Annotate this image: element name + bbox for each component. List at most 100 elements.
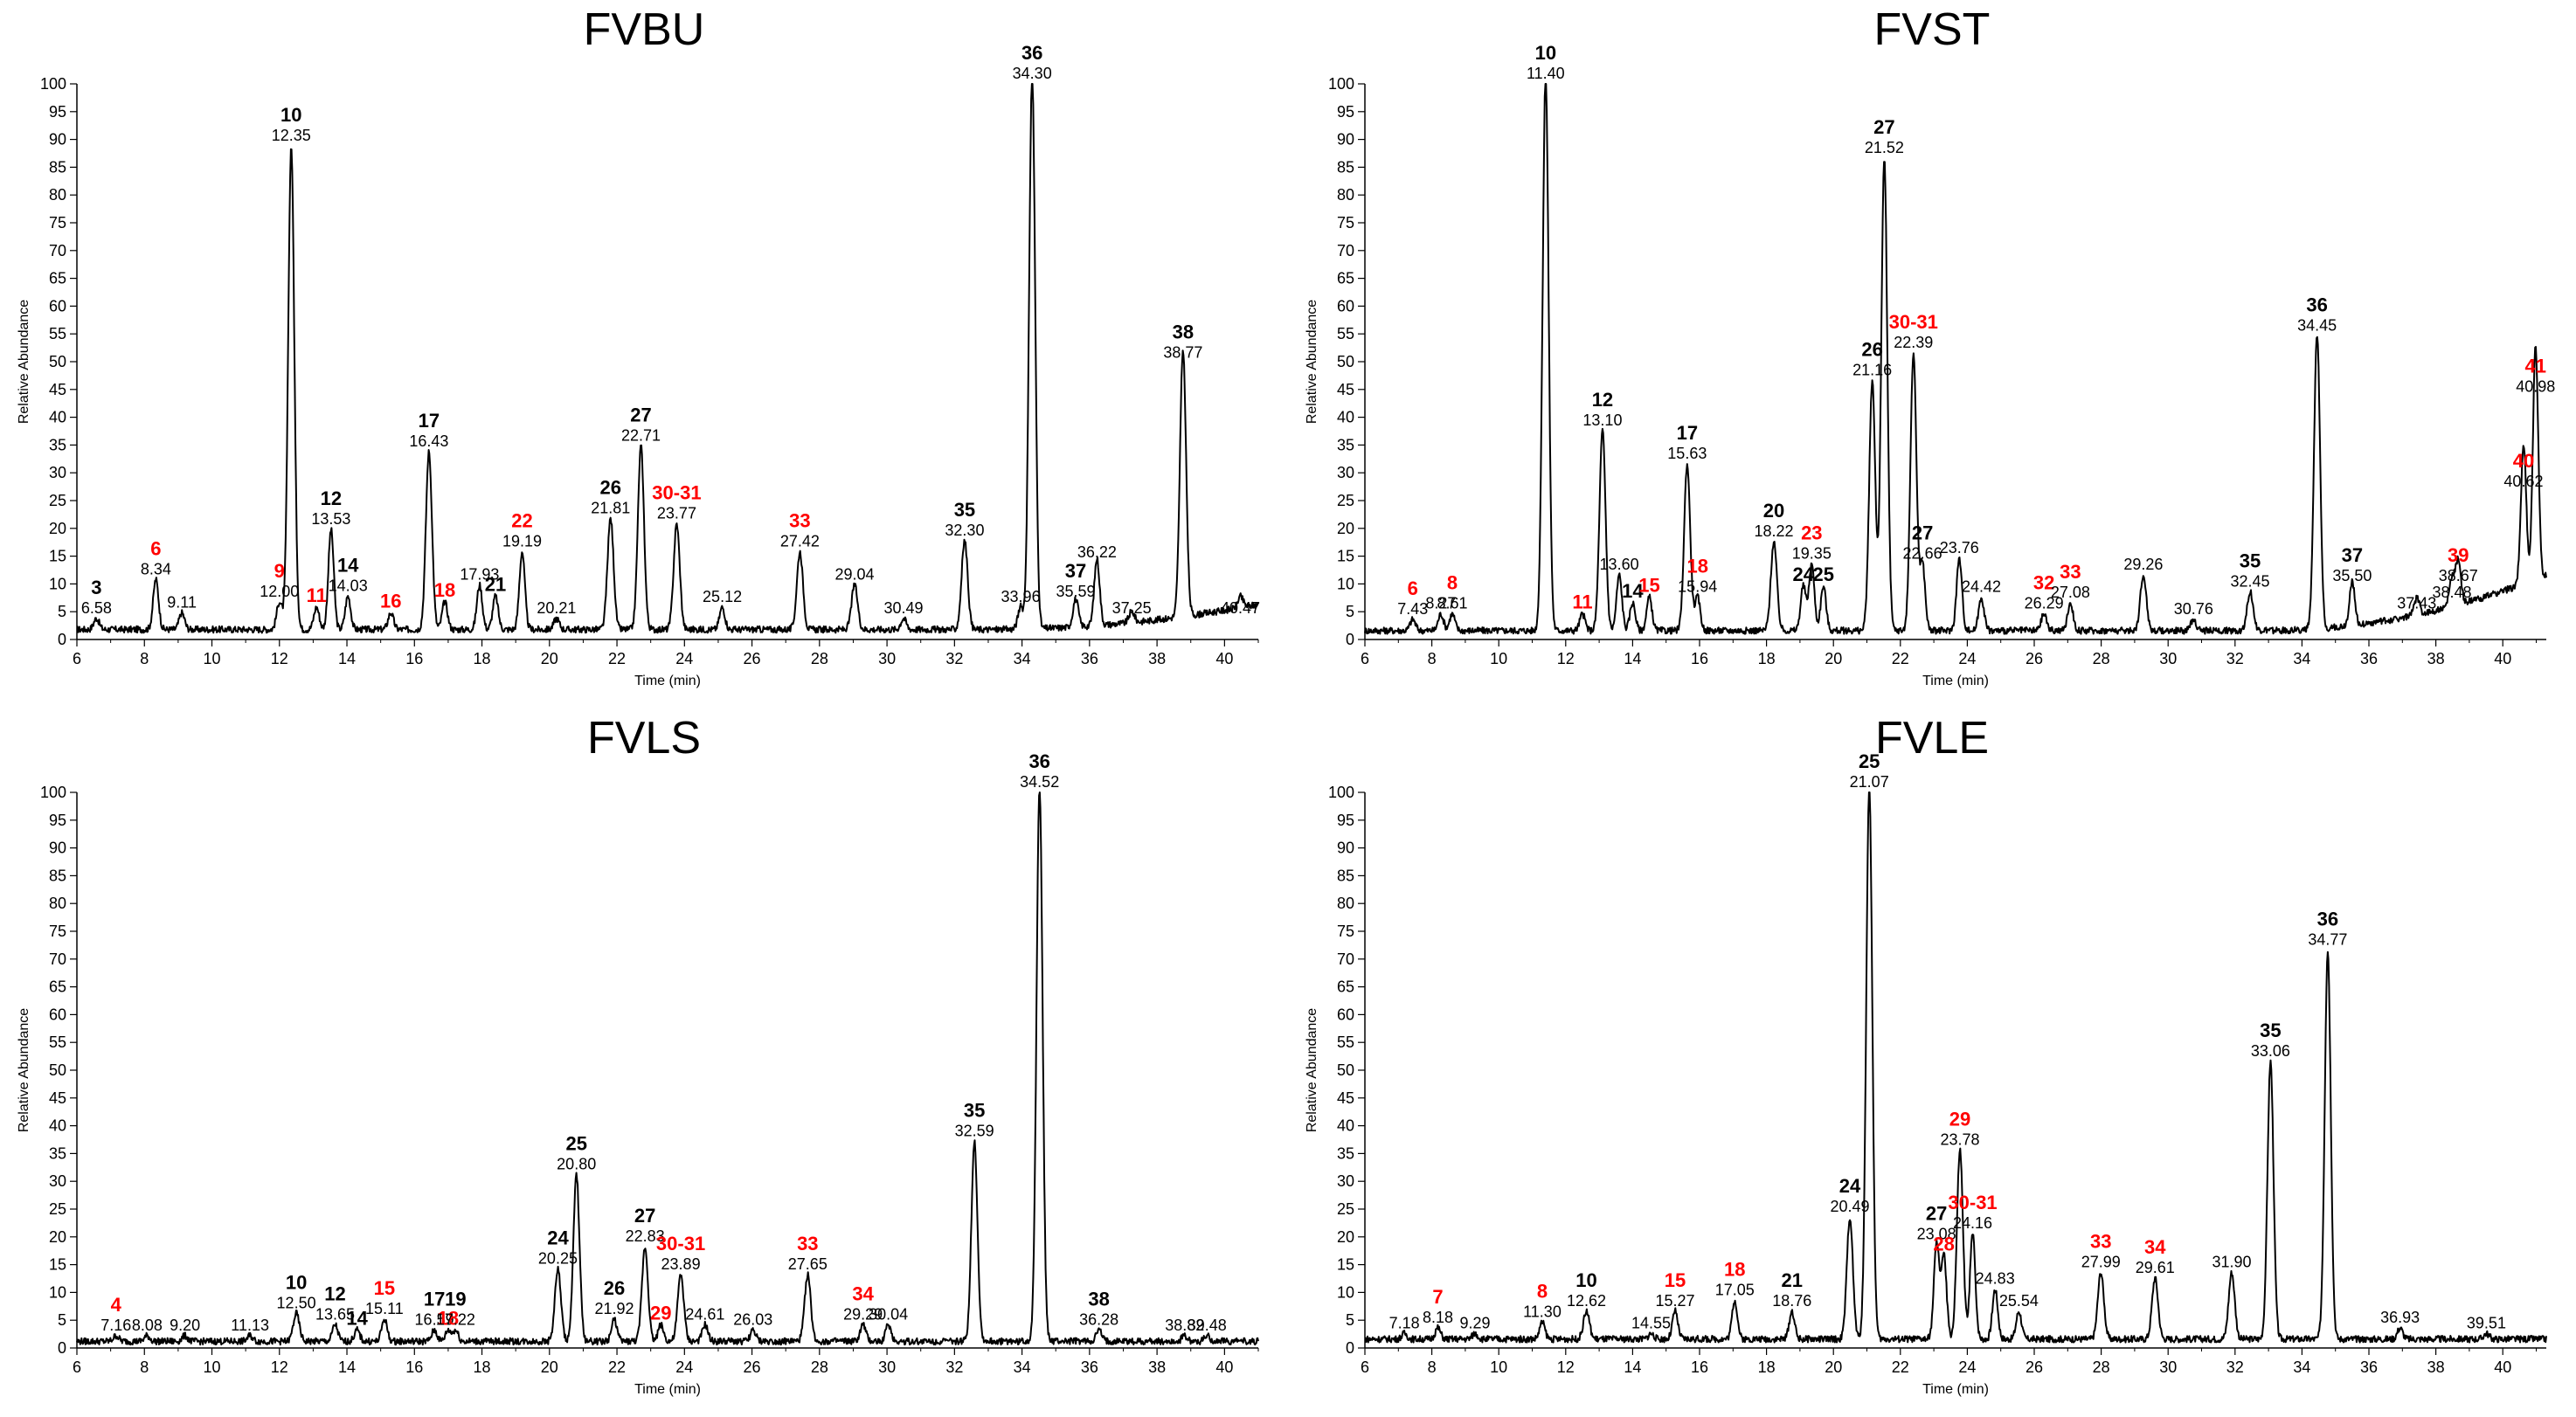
peak-compound-number: 41 <box>2525 356 2546 377</box>
peak-rt-label: 29.26 <box>2123 556 2163 573</box>
peak-rt-label: 27.65 <box>788 1255 828 1273</box>
peak-compound-number: 24 <box>1792 563 1814 585</box>
peak-compound-number: 27 <box>1873 116 1894 138</box>
y-tick-label: 80 <box>49 895 66 912</box>
x-tick-label: 22 <box>1892 650 1909 667</box>
peak-rt-label: 17.93 <box>460 566 499 584</box>
peak-rt-label: 16.43 <box>409 432 448 450</box>
x-tick-label: 26 <box>2025 650 2043 667</box>
peak-compound-number: 24 <box>1839 1175 1861 1197</box>
x-tick-label: 32 <box>2226 1358 2244 1376</box>
peak-compound-number: 27 <box>630 404 651 426</box>
peak-compound-number: 37 <box>1065 560 1086 582</box>
x-tick-label: 16 <box>1691 650 1708 667</box>
y-tick-label: 50 <box>49 353 66 370</box>
peak-rt-label: 8.61 <box>1437 595 1467 612</box>
peak-compound-number: 16 <box>380 590 401 612</box>
peak-compound-number: 33 <box>789 510 810 532</box>
x-tick-label: 22 <box>1892 1358 1909 1376</box>
y-tick-label: 20 <box>1337 1228 1354 1246</box>
x-tick-label: 36 <box>1081 650 1098 667</box>
peak-compound-number: 33 <box>797 1233 818 1255</box>
peak-compound-number: 8 <box>1537 1281 1548 1303</box>
y-tick-label: 100 <box>1328 75 1354 93</box>
chromatogram-fvbu: 0 5 10 15 20 25 30 35 40 45 50 55 60 65 70 75 80 85 90 95 10… <box>17 42 1260 688</box>
y-tick-label: 95 <box>1337 812 1354 829</box>
peak-compound-number: 3 <box>91 577 101 598</box>
peak-compound-number: 30-31 <box>1889 311 1938 333</box>
peak-rt-label: 13.10 <box>1582 411 1622 429</box>
x-tick-label: 40 <box>1215 1358 1233 1376</box>
x-tick-label: 14 <box>338 1358 356 1376</box>
peak-compound-number: 35 <box>964 1099 985 1121</box>
x-tick-label: 16 <box>405 650 423 667</box>
peak-rt-label: 18.22 <box>1755 522 1794 540</box>
x-axis-title: Time (min) <box>1922 1382 1989 1397</box>
chromatogram-trace <box>76 791 1259 1346</box>
peak-compound-number: 30-31 <box>656 1233 705 1255</box>
peak-rt-label: 30.76 <box>2174 600 2213 618</box>
peak-rt-label: 20.80 <box>557 1156 596 1173</box>
y-tick-label: 90 <box>49 131 66 149</box>
x-tick-label: 18 <box>474 1358 491 1376</box>
peak-compound-number: 12 <box>324 1282 345 1304</box>
y-tick-label: 75 <box>49 923 66 940</box>
y-tick-label: 70 <box>49 242 66 259</box>
y-tick-label: 90 <box>49 840 66 857</box>
x-tick-label: 18 <box>474 650 491 667</box>
y-tick-label: 25 <box>1337 1200 1354 1218</box>
peak-compound-number: 15 <box>1638 575 1659 597</box>
peak-rt-label: 39.51 <box>2467 1314 2506 1331</box>
y-tick-label: 45 <box>49 1089 66 1107</box>
x-tick-label: 10 <box>1490 1358 1507 1376</box>
peak-rt-label: 29.04 <box>834 566 874 584</box>
peak-compound-number: 6 <box>150 537 161 559</box>
peak-rt-label: 17.05 <box>1715 1281 1755 1298</box>
x-axis-title: Time (min) <box>634 1382 701 1397</box>
peak-rt-label: 26.29 <box>2025 595 2064 612</box>
peak-rt-label: 37.25 <box>1112 599 1152 617</box>
y-tick-label: 100 <box>40 75 66 93</box>
x-tick-label: 40 <box>1215 650 1233 667</box>
peak-rt-label: 38.67 <box>2439 567 2478 584</box>
peak-compound-number: 17 <box>1677 422 1698 444</box>
y-tick-label: 10 <box>49 1283 66 1301</box>
axes: 0 5 10 15 20 25 30 35 40 45 50 55 60 65 70 75 80 85 90 95 10… <box>40 75 1259 667</box>
axes: 0 5 10 15 20 25 30 35 40 45 50 55 60 65 70 75 80 85 90 95 10… <box>40 784 1259 1376</box>
peak-rt-label: 19.19 <box>502 533 542 550</box>
chromatogram-panel-fvbu: FVBU 0 5 10 15 20 25 30 35 40 45 50 55 60 65 70 75 80 85 9… <box>0 0 1288 708</box>
y-tick-label: 85 <box>1337 867 1354 884</box>
peak-compound-number: 23 <box>1801 522 1822 544</box>
x-tick-label: 36 <box>1081 1358 1098 1376</box>
peak-compound-number: 35 <box>954 499 975 521</box>
peak-rt-label: 9.29 <box>1459 1314 1490 1331</box>
x-axis-title: Time (min) <box>634 674 701 688</box>
peak-compound-number: 4 <box>111 1294 122 1316</box>
y-tick-label: 5 <box>58 1311 66 1329</box>
peak-rt-label: 37.43 <box>2397 595 2436 612</box>
x-tick-label: 20 <box>1825 1358 1842 1376</box>
peak-rt-label: 22.39 <box>1894 334 1933 351</box>
peak-rt-label: 34.45 <box>2297 317 2337 335</box>
y-tick-label: 70 <box>49 950 66 968</box>
x-tick-label: 12 <box>271 650 288 667</box>
peak-rt-label: 11.40 <box>1527 65 1565 82</box>
y-tick-label: 80 <box>49 186 66 204</box>
y-tick-label: 50 <box>49 1061 66 1079</box>
y-axis-title: Relative Abundance <box>17 1008 31 1132</box>
x-tick-label: 24 <box>1958 650 1976 667</box>
peak-rt-label: 15.11 <box>365 1300 404 1317</box>
peak-compound-number: 21 <box>1781 1269 1802 1291</box>
peak-rt-label: 13.60 <box>1600 556 1639 573</box>
peak-compound-number: 25 <box>565 1133 586 1155</box>
peak-rt-label: 30.49 <box>883 599 923 617</box>
peak-compound-number: 12 <box>321 487 342 509</box>
peak-rt-label: 35.50 <box>2332 567 2372 584</box>
peak-rt-label: 11.13 <box>231 1317 269 1334</box>
y-tick-label: 65 <box>49 978 66 996</box>
x-tick-label: 12 <box>271 1358 288 1376</box>
chart-title: FVLS <box>586 713 702 764</box>
peak-compound-number: 9 <box>274 560 285 582</box>
